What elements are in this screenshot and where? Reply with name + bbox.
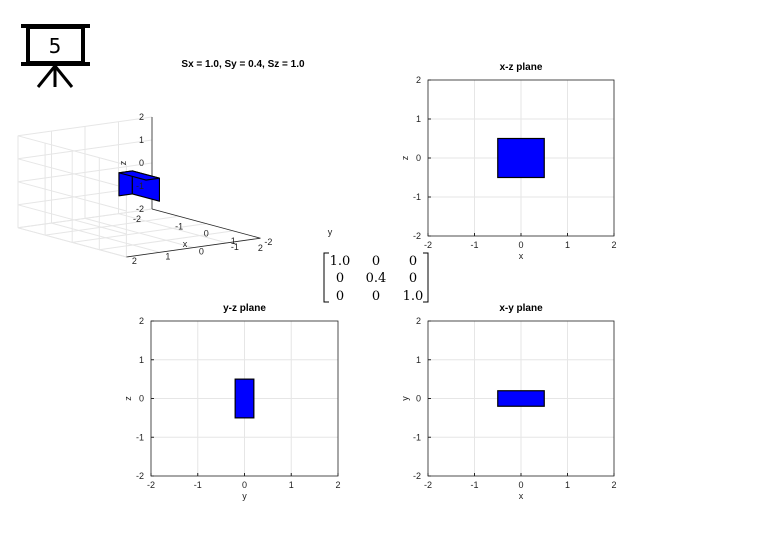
matrix-cell: 0 <box>409 271 417 286</box>
matrix-bracket-left <box>323 252 329 303</box>
matrix-cell: 1.0 <box>330 254 351 269</box>
matrix-cell: 0 <box>336 271 344 286</box>
gridline-back <box>17 204 127 235</box>
y-tick-label: -1 <box>413 192 421 202</box>
x-tick-label: 1 <box>565 240 570 250</box>
matrix-cell: 1.0 <box>403 289 424 304</box>
x-tick-label: 0 <box>204 229 209 239</box>
matrix-cell: 0 <box>409 254 417 269</box>
y-tick-label: 2 <box>416 316 421 326</box>
scaled-box <box>497 390 545 407</box>
z-axis-label: z <box>118 160 128 165</box>
y-tick-label: -2 <box>264 237 272 247</box>
y-axis-label: y <box>328 227 333 237</box>
x-tick-label: -2 <box>424 480 432 490</box>
slide-number: 5 <box>49 34 62 58</box>
y-tick-label: -1 <box>231 242 239 252</box>
matrix-cell: 0 <box>372 289 380 304</box>
x-axis-line <box>151 208 261 239</box>
y-tick-label: 2 <box>132 256 137 266</box>
y-tick-label: 1 <box>165 251 170 261</box>
gridline-back <box>17 135 127 166</box>
x-axis-label: x <box>183 239 188 249</box>
x-tick-label: 2 <box>258 243 263 253</box>
x-axis-label: y <box>242 491 247 501</box>
chart-title: x-z plane <box>500 62 543 73</box>
scaled-box <box>497 137 545 179</box>
scaling-matrix: 1.0 0 0 0 0.4 0 0 0 1.0 <box>323 252 429 304</box>
y-axis-line <box>126 237 261 258</box>
x-tick-label: 0 <box>518 480 523 490</box>
chart-title: y-z plane <box>223 303 266 314</box>
z-tick-label: -2 <box>136 204 144 214</box>
y-axis-label: y <box>400 396 410 401</box>
x-tick-label: 0 <box>242 480 247 490</box>
z-tick-label: 0 <box>139 158 144 168</box>
gridline-floor <box>51 222 161 253</box>
x-tick-label: -1 <box>194 480 202 490</box>
x-tick-label: 0 <box>518 240 523 250</box>
z-tick-label: -1 <box>136 181 144 191</box>
gridline-side <box>17 208 153 229</box>
scaled-box <box>234 378 255 419</box>
presentation-board-icon: 5 <box>21 24 90 88</box>
gridline-side <box>17 116 153 137</box>
chart-title: x-y plane <box>499 303 543 314</box>
gridline-side <box>17 162 153 183</box>
y-tick-label: -2 <box>413 471 421 481</box>
z-tick-label: 1 <box>139 135 144 145</box>
y-tick-label: 0 <box>416 394 421 404</box>
y-tick-label: 2 <box>139 316 144 326</box>
y-tick-label: 0 <box>416 153 421 163</box>
matrix-cell-highlighted: 0.4 <box>366 271 387 286</box>
chart-yz-plane: -2 -1 0 1 2 -2 -1 0 1 2 y z y-z plane <box>123 303 341 501</box>
gridline-side <box>17 139 153 160</box>
chart-title: Sx = 1.0, Sy = 0.4, Sz = 1.0 <box>181 59 305 70</box>
chart-xz-plane: -2 -1 0 1 2 -2 -1 0 1 2 x z x-z plane <box>400 62 617 261</box>
x-tick-label: -1 <box>175 221 183 231</box>
gridline-back <box>17 158 127 189</box>
x-tick-label: -1 <box>470 480 478 490</box>
x-tick-label: -2 <box>424 240 432 250</box>
x-tick-label: 2 <box>611 240 616 250</box>
y-tick-label: 1 <box>139 355 144 365</box>
x-axis-label: x <box>519 251 524 261</box>
y-tick-label: 1 <box>416 114 421 124</box>
x-tick-label: 1 <box>565 480 570 490</box>
y-tick-label: -1 <box>136 432 144 442</box>
x-tick-label: -1 <box>470 240 478 250</box>
x-tick-label: -2 <box>147 480 155 490</box>
x-axis-label: x <box>519 491 524 501</box>
chart-xy-plane: -2 -1 0 1 2 -2 -1 0 1 2 x y x-y plane <box>400 303 617 501</box>
y-tick-label: -1 <box>413 432 421 442</box>
gridline-floor <box>84 217 194 249</box>
matrix-cell: 0 <box>336 289 344 304</box>
matrix-bracket-right <box>423 252 429 303</box>
y-tick-label: 0 <box>199 247 204 257</box>
y-axis-label: z <box>123 396 133 401</box>
gridline-back <box>17 227 127 258</box>
x-tick-label: 2 <box>335 480 340 490</box>
x-tick-label: 1 <box>231 236 236 246</box>
y-tick-label: 2 <box>416 75 421 85</box>
x-tick-label: -2 <box>133 214 141 224</box>
box-face-top <box>118 170 160 181</box>
y-axis-label: z <box>400 155 410 160</box>
x-tick-label: 1 <box>289 480 294 490</box>
y-tick-label: -2 <box>136 471 144 481</box>
gridline-floor <box>118 213 228 244</box>
gridline-back <box>17 181 127 212</box>
y-tick-label: -2 <box>413 231 421 241</box>
z-tick-label: 2 <box>139 112 144 122</box>
matrix-cell: 0 <box>372 254 380 269</box>
x-tick-label: 2 <box>611 480 616 490</box>
y-tick-label: 0 <box>139 394 144 404</box>
y-tick-label: 1 <box>416 355 421 365</box>
